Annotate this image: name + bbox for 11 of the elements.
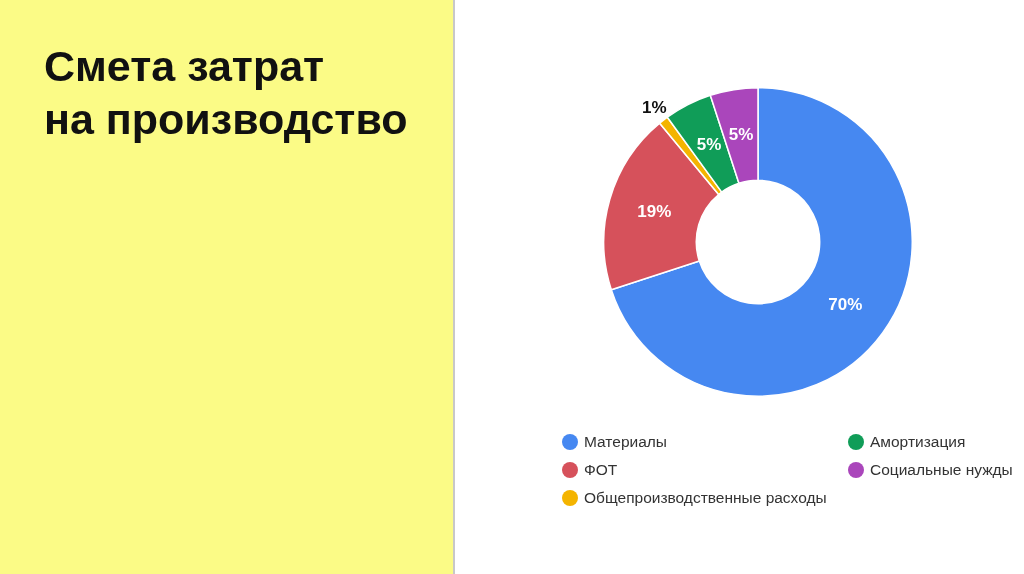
legend-label: ФОТ: [584, 461, 618, 479]
data-label: 5%: [696, 135, 722, 155]
data-label: 19%: [637, 201, 672, 221]
data-label: 1%: [641, 97, 667, 117]
data-label: 70%: [828, 295, 863, 315]
legend-label: Амортизация: [870, 433, 966, 451]
chart-title: Смета затрат на производство: [44, 41, 409, 145]
data-label: 5%: [728, 125, 754, 145]
legend-label: Общепроизводственные расходы: [584, 489, 827, 507]
legend-label: Материалы: [584, 433, 667, 451]
legend-label: Социальные нужды: [870, 461, 1013, 479]
